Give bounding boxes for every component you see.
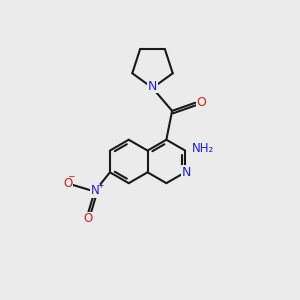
Text: N: N — [148, 80, 157, 93]
Text: O: O — [196, 96, 206, 109]
Text: N: N — [91, 184, 100, 197]
Text: O: O — [83, 212, 92, 225]
Text: +: + — [97, 181, 104, 190]
Text: O: O — [63, 177, 72, 190]
Text: NH₂: NH₂ — [192, 142, 214, 155]
Text: N: N — [182, 166, 191, 179]
Text: −: − — [67, 171, 75, 180]
